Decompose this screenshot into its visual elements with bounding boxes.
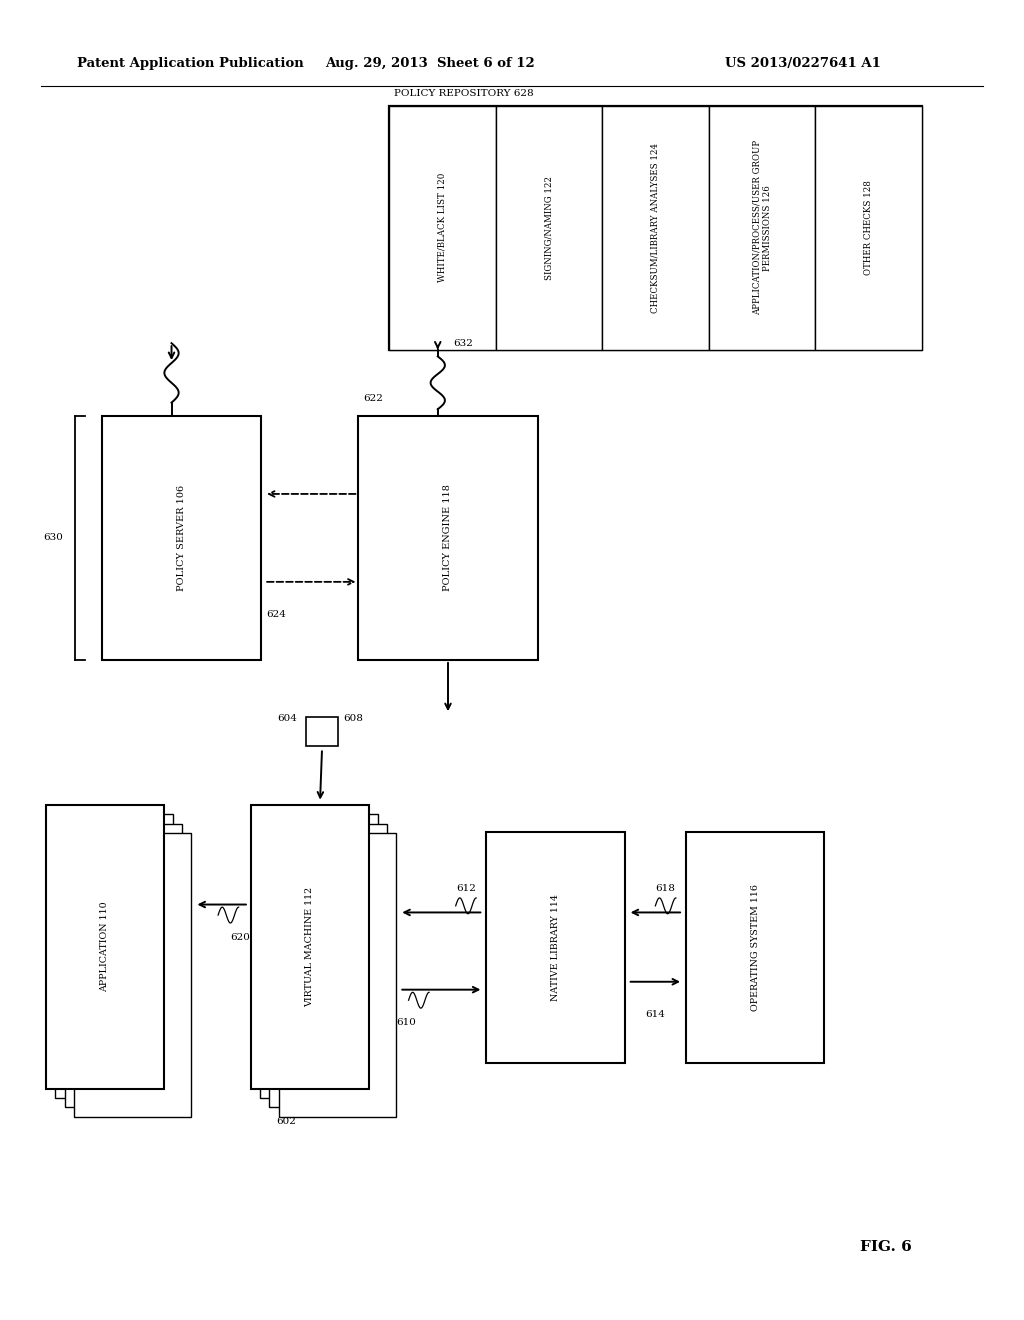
Text: Patent Application Publication: Patent Application Publication <box>77 57 303 70</box>
Text: US 2013/0227641 A1: US 2013/0227641 A1 <box>725 57 881 70</box>
Text: 604: 604 <box>276 714 297 722</box>
Text: 608: 608 <box>344 714 364 722</box>
Text: 620: 620 <box>230 933 251 942</box>
Bar <box>709 106 815 350</box>
Bar <box>496 106 602 350</box>
Text: 602: 602 <box>276 1118 296 1126</box>
Bar <box>389 106 922 350</box>
Text: OPERATING SYSTEM 116: OPERATING SYSTEM 116 <box>751 883 760 1011</box>
Text: POLICY SERVER 106: POLICY SERVER 106 <box>177 484 186 591</box>
Bar <box>486 832 625 1063</box>
Text: APPLICATION/PROCESS/USER GROUP
PERMISSIONS 126: APPLICATION/PROCESS/USER GROUP PERMISSIO… <box>753 140 771 315</box>
Bar <box>102 416 261 660</box>
Text: POLICY ENGINE 118: POLICY ENGINE 118 <box>443 484 453 591</box>
Text: 618: 618 <box>655 884 676 894</box>
Bar <box>269 824 387 1107</box>
Text: Aug. 29, 2013  Sheet 6 of 12: Aug. 29, 2013 Sheet 6 of 12 <box>326 57 535 70</box>
Bar <box>260 814 378 1098</box>
Text: 612: 612 <box>456 884 476 894</box>
Text: SIGNING/NAMING 122: SIGNING/NAMING 122 <box>545 176 553 280</box>
Text: 630: 630 <box>44 533 63 543</box>
Text: OTHER CHECKS 128: OTHER CHECKS 128 <box>864 181 872 275</box>
Text: FIG. 6: FIG. 6 <box>860 1241 912 1254</box>
Text: 624: 624 <box>266 610 286 619</box>
Text: APPLICATION 110: APPLICATION 110 <box>100 902 110 993</box>
Text: 610: 610 <box>396 1018 417 1027</box>
Text: POLICY REPOSITORY 628: POLICY REPOSITORY 628 <box>394 88 534 98</box>
Text: CHECKSUM/LIBRARY ANALYSES 124: CHECKSUM/LIBRARY ANALYSES 124 <box>651 143 659 313</box>
Text: VIRTUAL MACHINE 112: VIRTUAL MACHINE 112 <box>305 887 314 1007</box>
Bar <box>46 805 164 1089</box>
Bar <box>65 824 182 1107</box>
Bar <box>389 106 496 350</box>
Bar <box>602 106 709 350</box>
Bar <box>305 717 338 746</box>
Bar <box>358 416 538 660</box>
Bar <box>251 805 369 1089</box>
Text: 614: 614 <box>645 1010 666 1019</box>
Bar <box>686 832 824 1063</box>
Text: NATIVE LIBRARY 114: NATIVE LIBRARY 114 <box>551 894 560 1001</box>
Text: 622: 622 <box>364 393 383 403</box>
Bar <box>74 833 191 1117</box>
Text: WHITE/BLACK LIST 120: WHITE/BLACK LIST 120 <box>438 173 446 282</box>
Text: 632: 632 <box>453 339 473 347</box>
Bar <box>279 833 396 1117</box>
Bar <box>55 814 173 1098</box>
Bar <box>815 106 922 350</box>
